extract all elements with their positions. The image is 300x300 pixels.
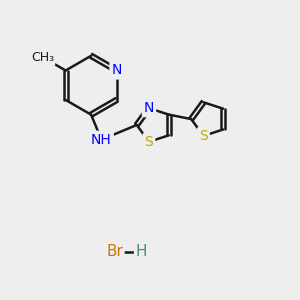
Text: Br: Br: [106, 244, 123, 259]
Text: N: N: [111, 64, 122, 77]
Text: S: S: [199, 129, 208, 143]
Text: S: S: [145, 135, 153, 149]
Text: N: N: [144, 101, 154, 115]
Text: CH₃: CH₃: [31, 52, 54, 64]
Text: H: H: [135, 244, 147, 259]
Text: NH: NH: [91, 133, 112, 147]
